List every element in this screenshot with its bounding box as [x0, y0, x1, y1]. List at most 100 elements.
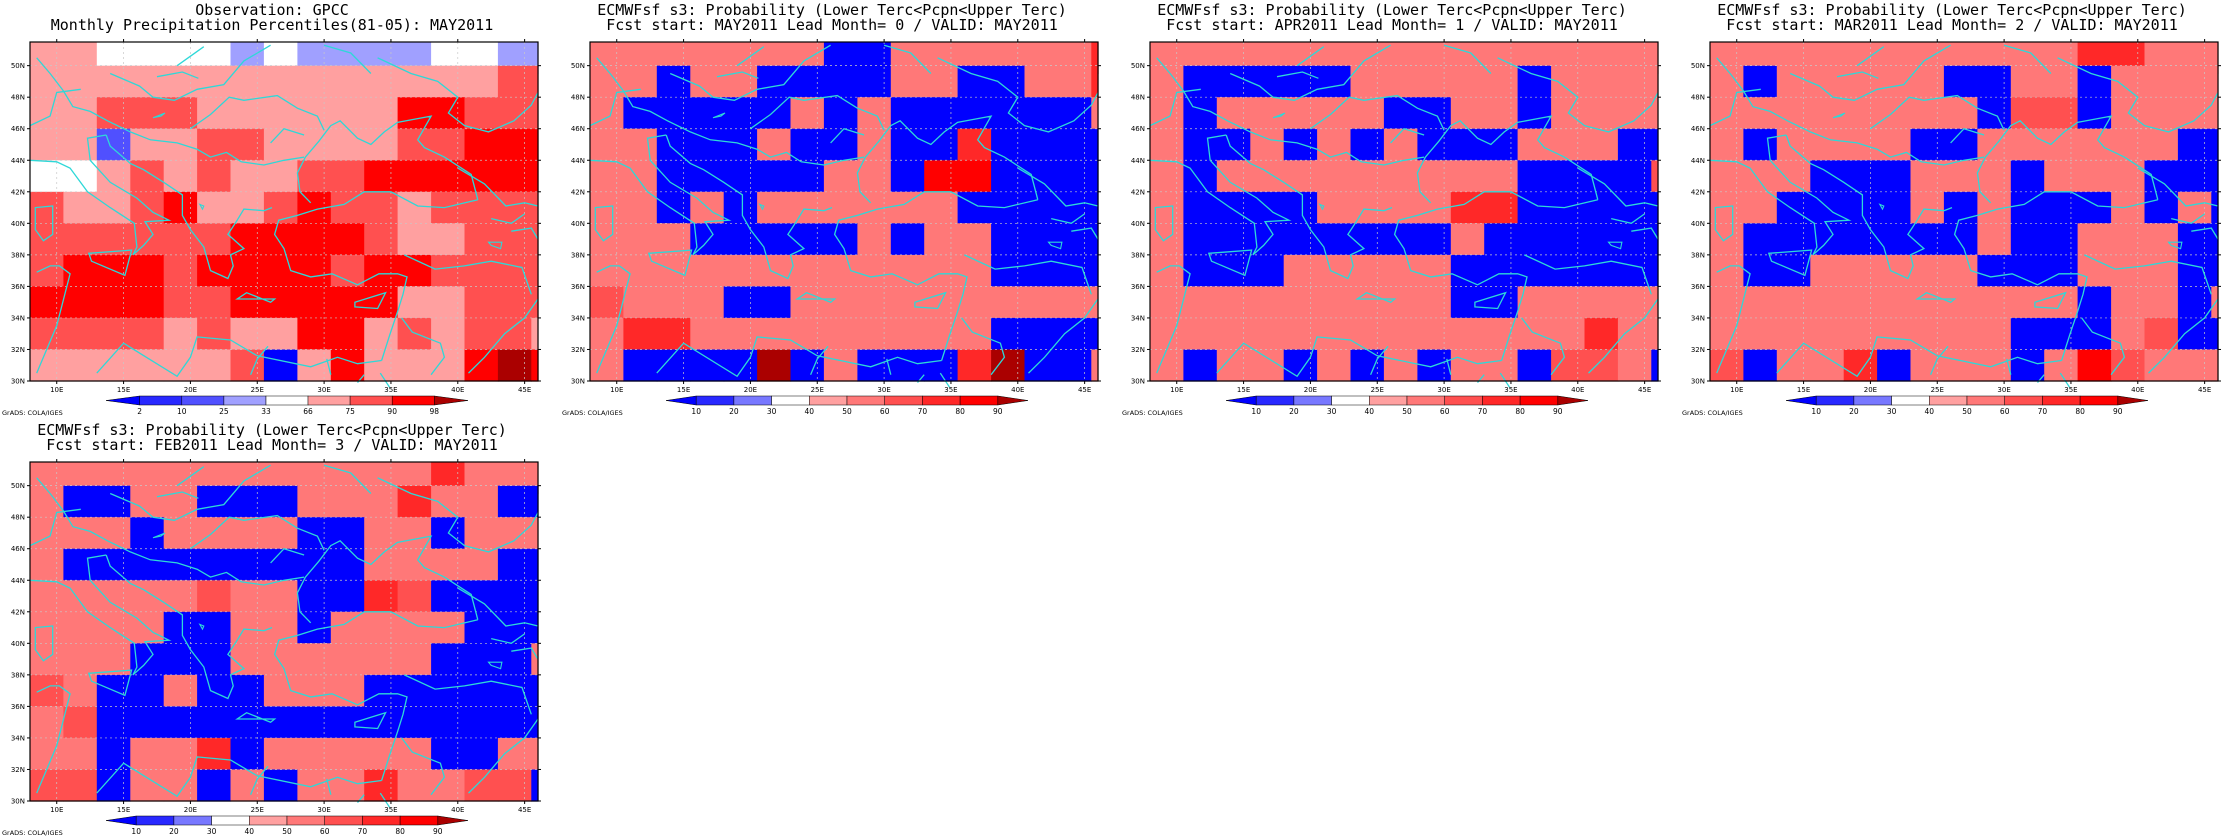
- grid-cell: [1024, 97, 1059, 130]
- y-tick-label: 42N: [571, 188, 585, 196]
- x-tick-label: 30E: [1437, 386, 1450, 394]
- grid-cell: [590, 128, 624, 161]
- grid-cell: [263, 349, 298, 382]
- grid-cell: [263, 580, 298, 613]
- grid-cell: [1091, 191, 1099, 224]
- grid-cell: [1843, 349, 1878, 382]
- grid-cell: [1383, 97, 1418, 130]
- grid-cell: [623, 128, 658, 161]
- grid-cell: [1183, 286, 1218, 319]
- grid-cell: [2044, 317, 2079, 350]
- coastline: [468, 718, 539, 794]
- y-tick-label: 40N: [11, 640, 25, 648]
- grid-cell: [723, 223, 758, 256]
- y-tick-label: 44N: [11, 577, 25, 585]
- grid-cell: [230, 674, 265, 707]
- colorbar-segment: [809, 395, 848, 406]
- grid-cell: [364, 517, 399, 550]
- grid-cell: [1183, 223, 1218, 256]
- colorbar-label: 40: [805, 407, 815, 416]
- colorbar-segment: [959, 395, 999, 406]
- y-tick-label: 40N: [1131, 220, 1145, 228]
- coastline: [1156, 265, 1191, 374]
- grid-cell: [230, 65, 265, 98]
- grid-cell: [230, 317, 265, 350]
- colorbar-segment: [1891, 395, 1930, 406]
- grid-cell: [464, 769, 499, 802]
- grid-cell: [1977, 223, 2012, 256]
- grid-cell: [1283, 160, 1318, 193]
- grid-cell: [163, 485, 198, 518]
- island-outline: [354, 711, 387, 730]
- panel-title: ECMWFsf s3: Probability (Lower Terc<Pcpn…: [1157, 1, 1627, 19]
- coastline: [1776, 336, 2062, 378]
- coastline: [736, 46, 765, 67]
- coastline: [669, 44, 831, 101]
- grid-cell: [823, 223, 858, 256]
- coastline: [1276, 71, 1319, 79]
- grid-cell: [623, 97, 658, 130]
- grid-cell: [1216, 160, 1251, 193]
- grid-cell: [63, 580, 98, 613]
- grid-cell: [2144, 223, 2179, 256]
- grid-cell: [230, 580, 265, 613]
- grid-cell: [2010, 191, 2045, 224]
- grid-cell: [991, 160, 1026, 193]
- colorbar-label: 80: [2075, 407, 2085, 416]
- panel-subtitle: Monthly Precipitation Percentiles(81-05)…: [51, 16, 494, 34]
- grid-cell: [2010, 223, 2045, 256]
- lake-outline: [152, 112, 166, 119]
- grid-cell: [297, 643, 332, 676]
- grid-cell: [1877, 223, 1912, 256]
- island-outline: [795, 291, 837, 303]
- grid-cell: [263, 128, 298, 161]
- panel-fcst-lead-3: ECMWFsf s3: Probability (Lower Terc<Pcpn…: [0, 420, 560, 840]
- grid-cell: [1977, 97, 2012, 130]
- grid-cell: [1183, 317, 1218, 350]
- grid-cell: [230, 548, 265, 581]
- grid-cell: [823, 317, 858, 350]
- grid-cell: [1977, 254, 2012, 287]
- grid-cell: [263, 643, 298, 676]
- grid-cell: [531, 548, 539, 581]
- coastline: [2006, 358, 2012, 375]
- grid-cell: [1651, 160, 1659, 193]
- coastline: [1149, 134, 1292, 256]
- grid-cell: [197, 674, 232, 707]
- grid-cell: [1743, 160, 1778, 193]
- grid-cell: [1350, 65, 1385, 98]
- grid-cell: [297, 286, 332, 319]
- colorbar-label: 20: [1289, 407, 1299, 416]
- grid-cell: [431, 349, 466, 382]
- coastline: [29, 134, 172, 256]
- colorbar-label: 60: [1440, 407, 1450, 416]
- grid-cell: [297, 674, 332, 707]
- colorbar-label: 60: [880, 407, 890, 416]
- grid-cell: [497, 191, 532, 224]
- grid-cell: [497, 737, 532, 770]
- y-tick-label: 50N: [1131, 62, 1145, 70]
- coastline: [156, 71, 199, 79]
- colorbar-label: 75: [345, 407, 355, 416]
- grid-cell: [263, 517, 298, 550]
- y-tick-label: 30N: [571, 378, 585, 386]
- grid-cell: [1651, 128, 1659, 161]
- coastline: [29, 554, 172, 676]
- y-tick-label: 32N: [11, 766, 25, 774]
- grid-cell: [1910, 97, 1945, 130]
- colorbar: 10 20 30 40 50 60 70 80 90: [1225, 395, 1589, 416]
- grid-cell: [2177, 128, 2212, 161]
- grid-cell: [330, 317, 365, 350]
- colorbar-label: 80: [955, 407, 965, 416]
- grid-cell: [431, 286, 466, 319]
- coastline: [596, 265, 631, 374]
- colorbar-label: 90: [993, 407, 1003, 416]
- grid-cell: [1317, 317, 1352, 350]
- grid-cell: [163, 254, 198, 287]
- grid-cell: [230, 223, 265, 256]
- grid-cell: [2177, 65, 2212, 98]
- grid-cell: [30, 317, 64, 350]
- grid-cell: [1517, 349, 1552, 382]
- grid-cell: [2010, 128, 2045, 161]
- grid-cell: [163, 548, 198, 581]
